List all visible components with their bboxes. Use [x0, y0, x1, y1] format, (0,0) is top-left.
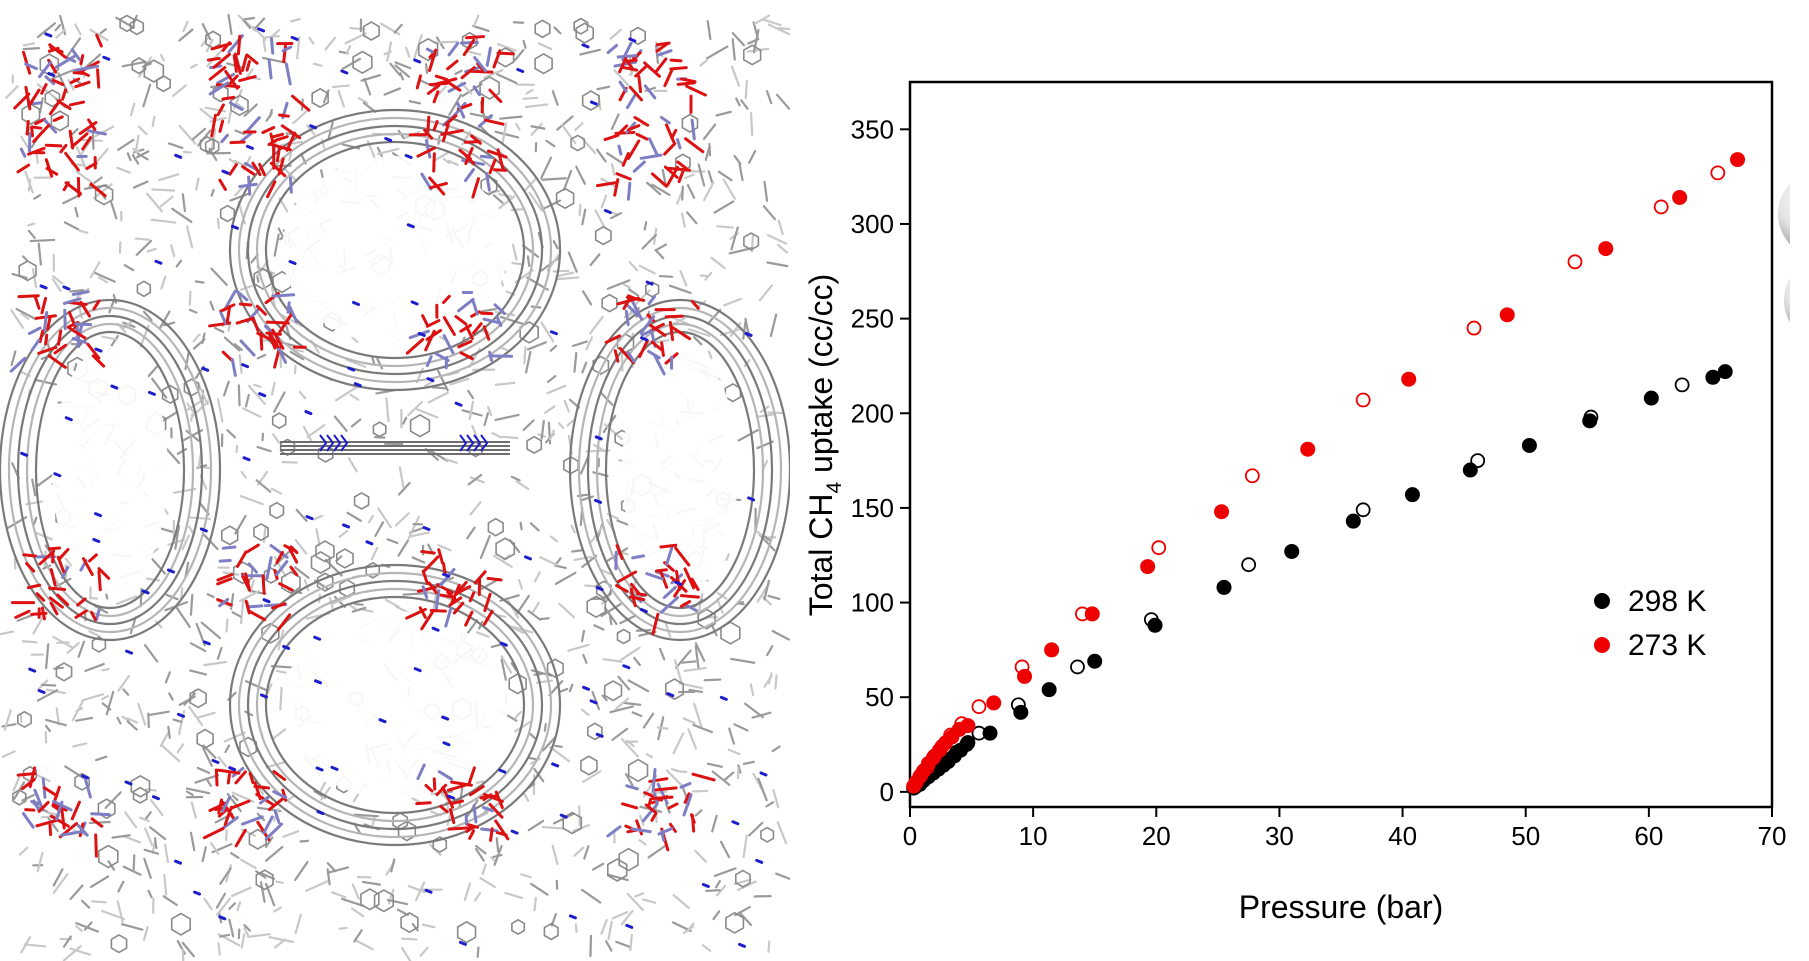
- open-marker-series-3: [934, 739, 950, 754]
- open-marker-series-3: [1074, 606, 1090, 622]
- filled-marker-series-0: [1216, 579, 1232, 595]
- filled-marker-series-0: [1643, 390, 1659, 406]
- filled-marker-series-0: [1582, 413, 1598, 429]
- filled-marker-series-2: [1017, 668, 1033, 684]
- filled-marker-series-0: [1462, 462, 1478, 478]
- y-tick-label: 300: [851, 209, 894, 239]
- x-axis-title: Pressure (bar): [1239, 889, 1444, 925]
- filled-marker-series-0: [1345, 513, 1361, 529]
- x-tick-label: 10: [1019, 821, 1048, 851]
- y-axis-title-prefix: Total CH: [803, 494, 839, 617]
- nitrogen-sites: [20, 27, 768, 948]
- open-marker-series-1: [949, 744, 965, 760]
- y-tick-label: 150: [851, 493, 894, 523]
- filled-marker-series-2: [1044, 642, 1060, 658]
- open-marker-series-3: [919, 759, 935, 775]
- open-marker-series-3: [1567, 254, 1583, 270]
- central-linker: [280, 434, 510, 455]
- open-marker-series-3: [927, 748, 943, 764]
- open-marker-series-3: [971, 699, 987, 715]
- y-tick-label: 350: [851, 114, 894, 144]
- legend-label-273k: 273 K: [1628, 629, 1706, 662]
- pore-cages: [0, 108, 790, 847]
- filled-marker-series-0: [1087, 653, 1103, 669]
- y-axis-title: Total CH4 uptake (cc/cc): [803, 274, 846, 616]
- filled-marker-series-2: [1499, 307, 1515, 323]
- plot-frame: [908, 80, 1774, 809]
- open-marker-series-1: [1241, 557, 1257, 573]
- filled-marker-series-0: [1284, 543, 1300, 559]
- methane-molecule-icon: [1778, 183, 1790, 323]
- x-tick-label: 40: [1388, 821, 1417, 851]
- open-marker-series-1: [1674, 377, 1690, 393]
- x-tick-label: 60: [1634, 821, 1663, 851]
- y-axis-title-subscript: 4: [823, 482, 846, 494]
- data-markers: [906, 152, 1746, 796]
- open-marker-series-3: [1466, 320, 1482, 336]
- open-marker-series-1: [1070, 659, 1085, 675]
- filled-marker-series-0: [982, 725, 998, 741]
- uptake-chart: 0 10 20 30 40 50 60 70 0 50 100 150 200 250 300 350 Pr…: [803, 80, 1790, 925]
- hydrogen-atom-bottom: [1784, 277, 1790, 323]
- y-tick-label: 100: [851, 588, 894, 618]
- filled-marker-series-2: [1730, 152, 1746, 168]
- open-marker-series-1: [1355, 502, 1371, 518]
- y-tick-label: 250: [851, 304, 894, 334]
- y-axis-title-suffix: uptake (cc/cc): [803, 274, 839, 482]
- x-axis-ticks: 0 10 20 30 40 50 60 70: [903, 807, 1787, 851]
- filled-marker-series-0: [1404, 487, 1420, 503]
- legend-label-298k: 298 K: [1628, 585, 1706, 618]
- filled-marker-series-2: [1140, 559, 1156, 575]
- legend-marker-298k: [1594, 593, 1610, 609]
- legend-marker-273k: [1594, 637, 1610, 653]
- open-marker-series-3: [1151, 540, 1167, 556]
- open-marker-series-1: [1143, 612, 1159, 627]
- filled-marker-series-2: [1598, 241, 1614, 257]
- hydrogen-atom-left: [1778, 183, 1790, 245]
- y-tick-label: 0: [880, 777, 894, 807]
- metal-clusters: [9, 33, 716, 858]
- open-marker-series-3: [1355, 392, 1371, 408]
- x-tick-label: 0: [903, 821, 917, 851]
- open-marker-series-3: [908, 774, 924, 790]
- filled-marker-series-0: [1013, 704, 1029, 720]
- filled-marker-series-2: [1672, 189, 1688, 205]
- filled-marker-series-0: [1705, 369, 1721, 385]
- filled-marker-series-2: [1300, 441, 1316, 457]
- open-marker-series-3: [1244, 468, 1260, 484]
- filled-marker-series-2: [1214, 504, 1230, 520]
- open-marker-series-3: [943, 727, 959, 743]
- x-tick-label: 50: [1511, 821, 1540, 851]
- open-marker-series-1: [959, 737, 975, 752]
- y-axis-ticks: 0 50 100 150 200 250 300 350: [851, 114, 910, 807]
- filled-marker-series-0: [1041, 682, 1057, 698]
- crystal-structure-image: [0, 13, 790, 961]
- y-tick-label: 200: [851, 398, 894, 428]
- open-marker-series-1: [1010, 697, 1026, 713]
- open-marker-series-1: [1583, 409, 1599, 425]
- legend: 298 K 273 K: [1594, 585, 1706, 662]
- x-tick-label: 20: [1142, 821, 1171, 851]
- open-marker-series-3: [1653, 199, 1669, 215]
- y-tick-label: 50: [865, 682, 894, 712]
- filled-marker-series-0: [1521, 437, 1537, 453]
- open-marker-series-3: [1710, 165, 1726, 181]
- filled-marker-series-0: [1717, 364, 1733, 380]
- filled-marker-series-2: [986, 695, 1002, 711]
- open-marker-series-3: [1014, 659, 1030, 675]
- x-tick-label: 30: [1265, 821, 1294, 851]
- x-tick-label: 70: [1758, 821, 1787, 851]
- open-marker-series-3: [954, 716, 970, 732]
- open-marker-series-1: [1470, 453, 1486, 468]
- filled-marker-series-2: [1401, 371, 1417, 387]
- open-marker-series-1: [971, 725, 987, 741]
